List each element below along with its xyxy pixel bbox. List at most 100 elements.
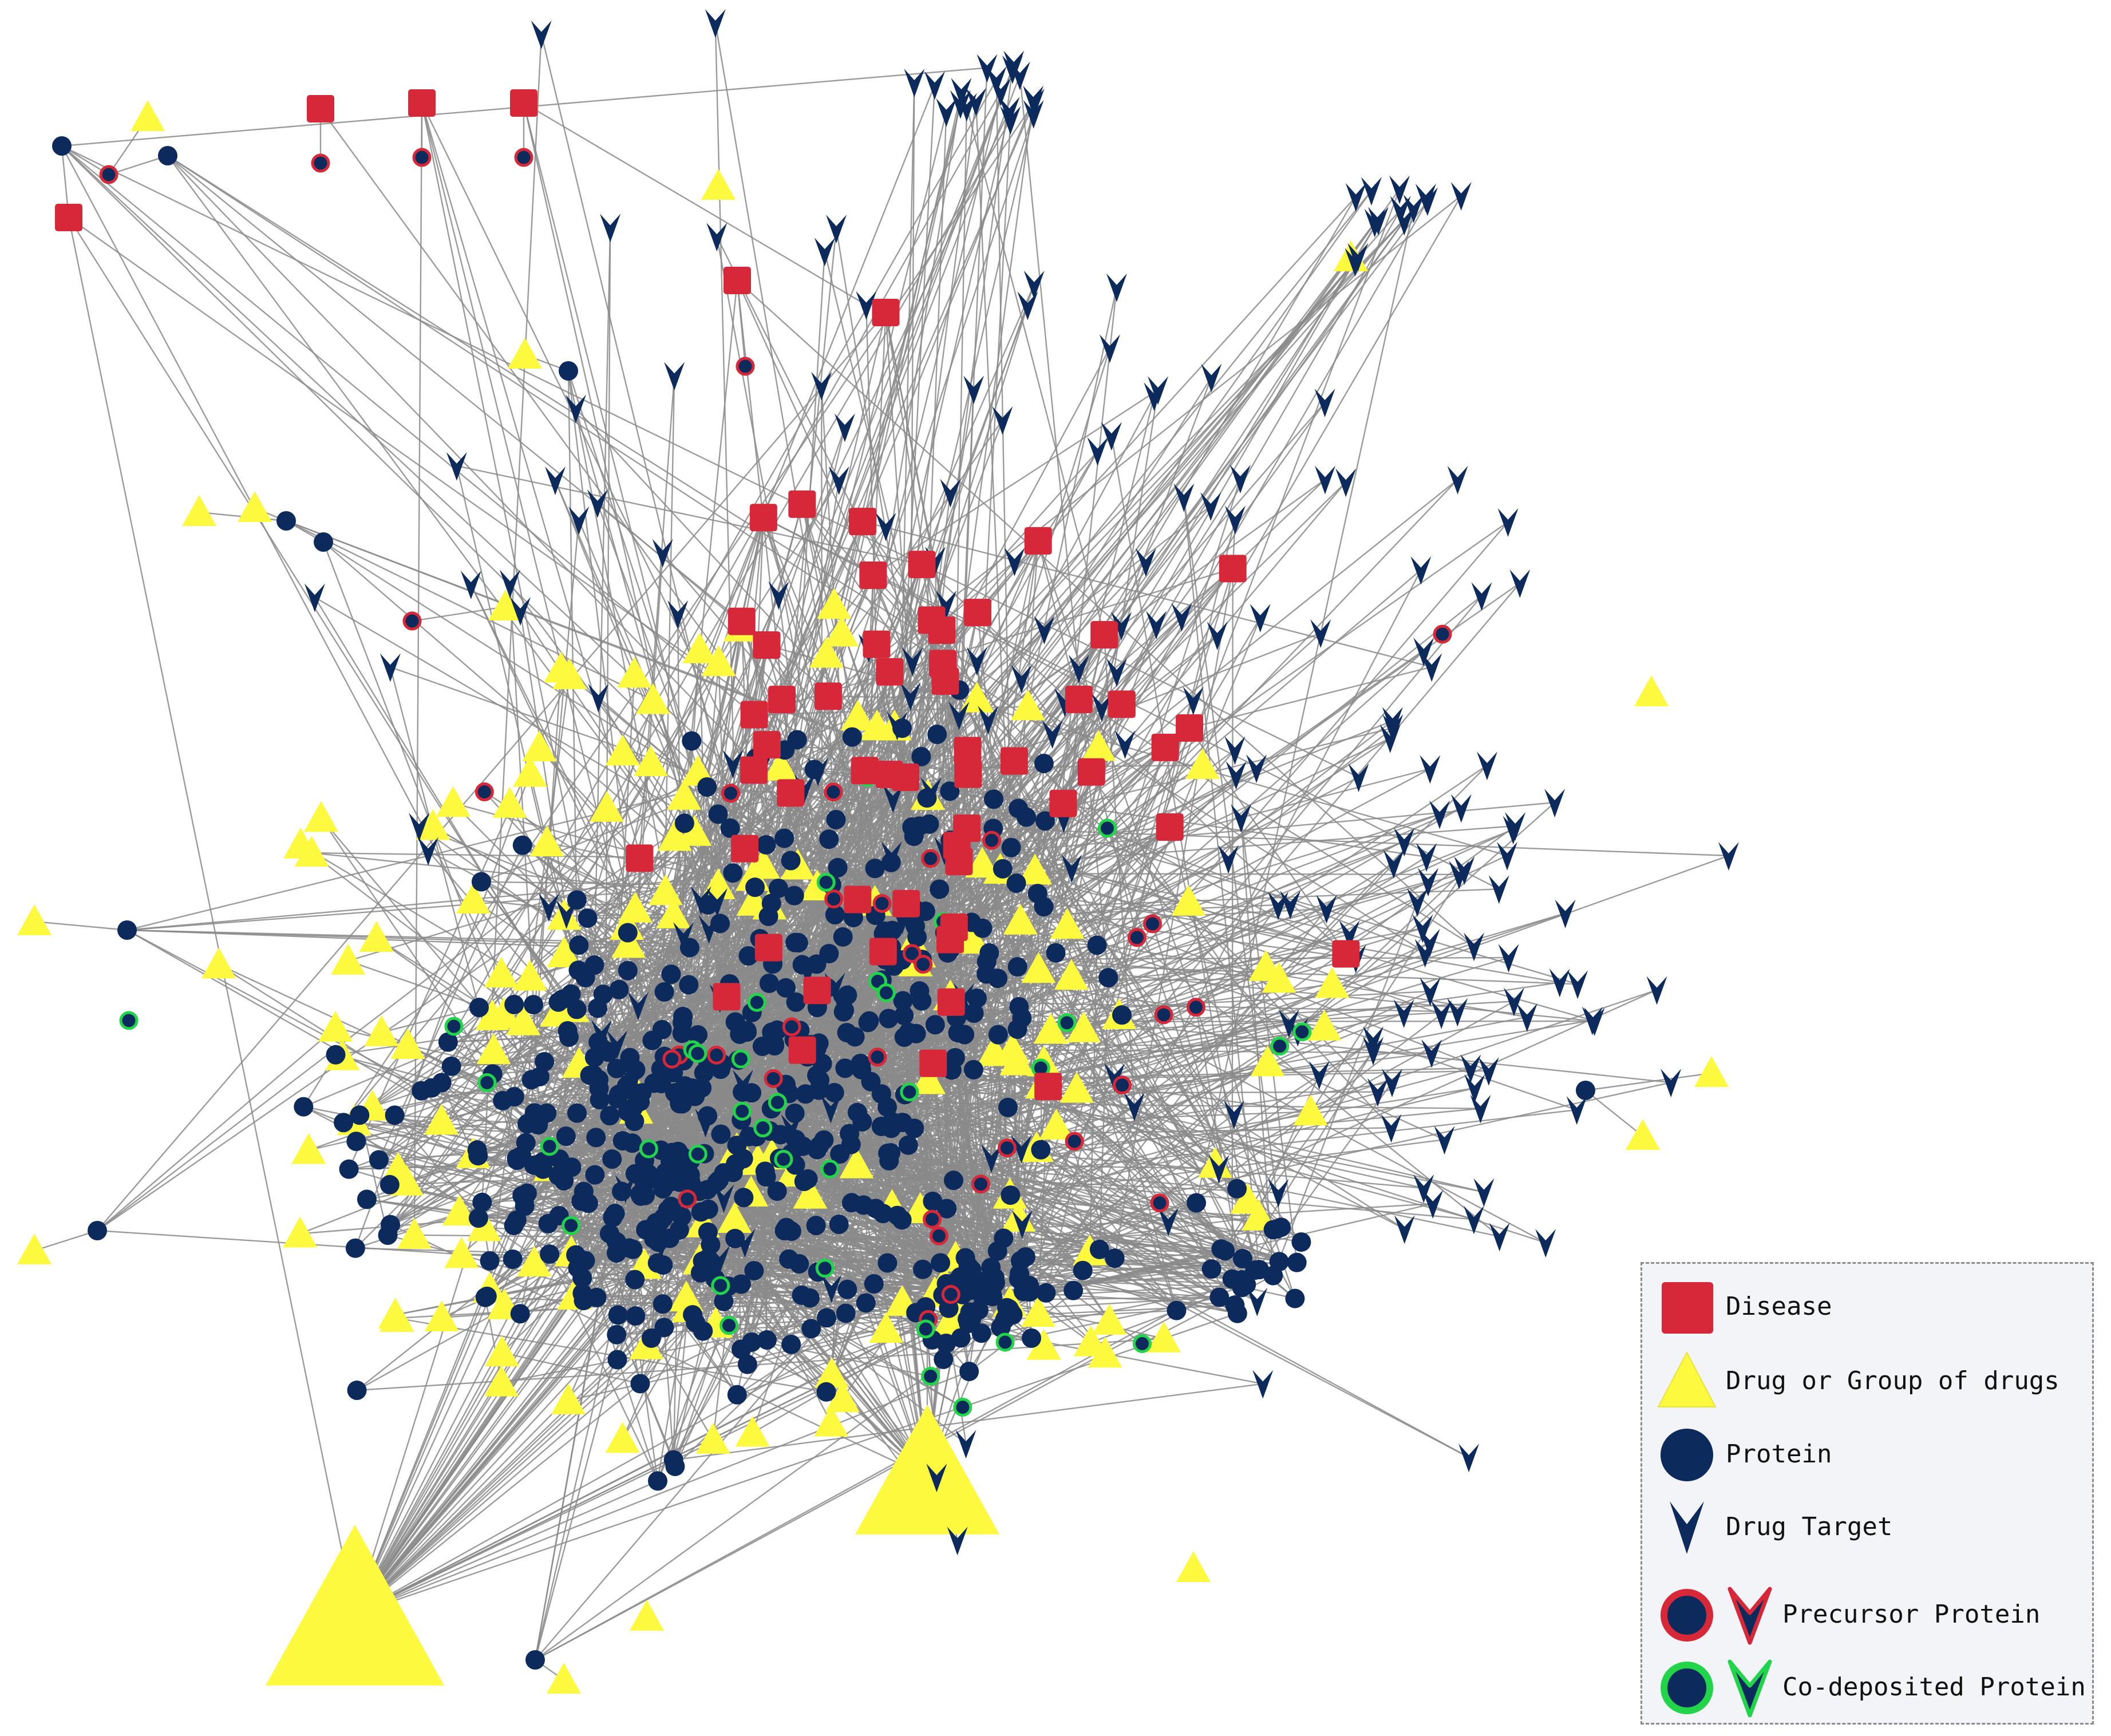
drug-target-node	[722, 750, 744, 779]
protein-node	[609, 1085, 629, 1105]
edge	[1019, 1251, 1090, 1275]
protein-node	[845, 1027, 865, 1047]
protein-node	[912, 991, 932, 1011]
drug-node	[291, 1133, 326, 1164]
drug-target-node	[1223, 1100, 1244, 1129]
drug-node	[1293, 1094, 1328, 1126]
drug-target-node	[1567, 970, 1588, 999]
edge	[492, 935, 684, 1075]
legend-label-disease: Disease	[1726, 1292, 1832, 1321]
protein-node	[679, 975, 699, 995]
drug-node	[1230, 1183, 1265, 1214]
drug-node	[1021, 1296, 1056, 1327]
edge	[785, 110, 1010, 1085]
edge	[926, 1013, 975, 1477]
protein-node	[480, 1251, 500, 1271]
precursor-protein-node	[902, 944, 922, 963]
legend-item-drug: Drug or Group of drugs	[1642, 1350, 2092, 1413]
drug-node	[547, 936, 582, 967]
protein-node	[1009, 798, 1029, 818]
edge	[167, 155, 1426, 954]
protein-node	[877, 1097, 898, 1117]
protein-node	[1245, 1260, 1265, 1280]
protein-node	[559, 361, 578, 381]
edge	[451, 1054, 679, 1067]
protein-node	[1269, 1252, 1289, 1272]
drug-target-node	[926, 1464, 947, 1493]
nodes-layer	[17, 9, 1739, 1694]
protein-node	[967, 988, 987, 1008]
protein-node	[673, 1007, 693, 1027]
protein-node	[468, 1208, 488, 1228]
protein-node	[836, 1303, 856, 1323]
protein-node	[1209, 1287, 1230, 1307]
drug-node	[390, 1028, 425, 1059]
disease-node	[814, 682, 842, 710]
drug-target-node	[379, 653, 401, 682]
protein-node	[654, 1318, 674, 1338]
drug-node	[995, 1032, 1030, 1063]
protein-node	[879, 1009, 899, 1029]
disease-node	[754, 934, 782, 962]
drug-node	[331, 943, 366, 975]
edge	[378, 845, 523, 1160]
drug-target-node	[1104, 1063, 1125, 1092]
protein-node	[859, 1011, 879, 1031]
edge	[354, 1069, 637, 1615]
protein-node	[575, 1251, 595, 1271]
edge	[570, 1225, 663, 1305]
drug-node	[544, 651, 579, 683]
edge	[946, 1067, 1471, 1209]
protein-node	[698, 1106, 718, 1126]
drug-node	[1171, 884, 1206, 916]
protein-node	[865, 859, 885, 879]
drug-target-node	[1023, 88, 1045, 117]
edge	[97, 792, 732, 1231]
edge	[421, 102, 699, 1054]
protein-node	[786, 1129, 806, 1149]
drug-target-node	[1464, 932, 1485, 962]
drug-target-node	[1268, 891, 1289, 920]
drug-target-node	[1420, 755, 1441, 784]
drug-target-node	[1226, 761, 1247, 790]
protein-node	[578, 908, 598, 928]
protein-node	[653, 1294, 673, 1314]
drug-node	[484, 1365, 519, 1397]
drug-target-node	[588, 683, 609, 713]
drug-target-node	[1201, 363, 1222, 393]
drug-node	[695, 1422, 730, 1454]
drug-target-node	[1535, 1229, 1556, 1258]
drug-target-node	[1549, 968, 1570, 998]
codeposited-protein-node	[768, 1093, 787, 1112]
codeposited-protein-node	[816, 873, 836, 892]
edge	[61, 145, 839, 868]
edge	[673, 1383, 1263, 1461]
protein-node	[937, 1199, 957, 1219]
protein-node	[756, 1167, 776, 1187]
edge	[1007, 956, 1509, 1108]
protein-node	[1089, 1239, 1109, 1259]
edge	[61, 145, 502, 974]
protein-node	[674, 813, 694, 833]
edge	[378, 479, 1326, 1161]
drug-target-node	[1434, 1126, 1455, 1155]
drug-target-node	[1314, 388, 1335, 417]
drug-target-node	[538, 893, 559, 922]
codeposited-protein-node	[540, 1137, 559, 1156]
edge	[968, 1013, 1442, 1373]
legend-item-codeposited: Co-deposited Protein	[1642, 1656, 2092, 1719]
disease-node	[1000, 747, 1028, 775]
drug-target-node	[1421, 1039, 1442, 1068]
protein-node	[708, 804, 728, 824]
protein-node	[1034, 753, 1054, 773]
drug-target-node	[1381, 1114, 1402, 1143]
protein-node	[877, 1253, 898, 1273]
drug-node	[809, 636, 844, 668]
protein-node	[785, 932, 805, 952]
drug-node	[701, 169, 736, 200]
edge	[753, 69, 1014, 715]
drug-node	[1634, 675, 1669, 706]
drug-target-node	[966, 647, 987, 676]
drug-target-node	[607, 1030, 628, 1059]
drug-target-node	[1087, 437, 1108, 466]
